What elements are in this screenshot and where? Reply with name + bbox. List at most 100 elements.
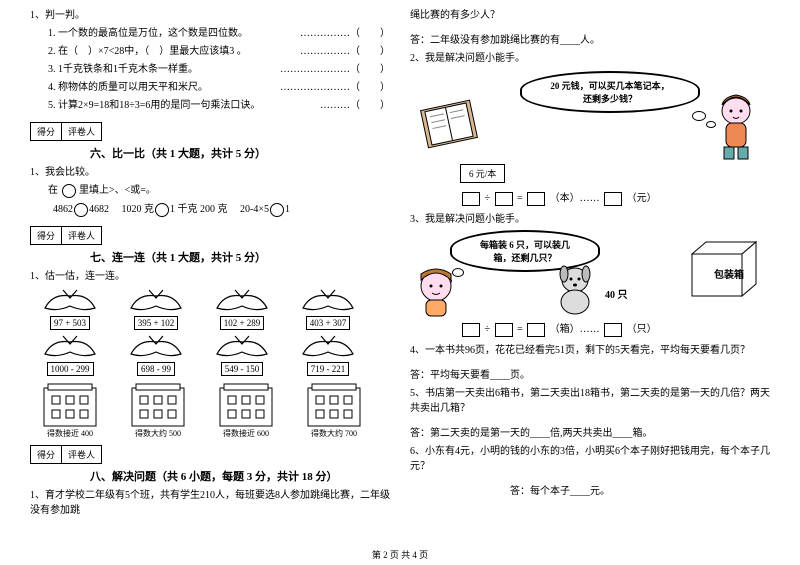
score-box: 得分 评卷人 bbox=[30, 226, 102, 245]
building-label: 得数大约 500 bbox=[118, 428, 198, 439]
circle-icon bbox=[270, 203, 284, 217]
judge-5-text: 5. 计算2×9=18和18÷3=6用的是同一句乘法口诀。 bbox=[48, 100, 260, 111]
q8-1: 1、育才学校二年级有5个班，共有学生210人，每班要选8人参加跳绳比赛，二年级没… bbox=[30, 488, 390, 518]
judge-3-text: 3. 1千克铁条和1千克木条一样重。 bbox=[48, 64, 198, 75]
dove-item: 97 + 503 bbox=[30, 288, 110, 330]
q6-fill: 里填上>、<或=。 bbox=[79, 185, 156, 196]
dove-label: 698 - 99 bbox=[137, 362, 175, 376]
score-label: 得分 bbox=[31, 446, 62, 463]
dove-label: 97 + 503 bbox=[50, 316, 90, 330]
judge-2-text: 2. 在（ ）×7<28中，（ ）里最大应该填3 。 bbox=[48, 46, 247, 57]
score-box: 得分 评卷人 bbox=[30, 122, 102, 141]
q1-title: 1、判一判。 bbox=[30, 8, 390, 23]
toy-icon bbox=[550, 262, 600, 316]
equation-2: ÷ = （箱）…… （只） bbox=[460, 322, 770, 337]
building-row: 得数接近 400 得数大约 500 得数接近 600 得数大约 700 bbox=[30, 382, 390, 439]
character-icon bbox=[708, 93, 764, 161]
dove-item: 102 + 289 bbox=[202, 288, 282, 330]
judge-4: 4. 称物体的质量可以用天平和米尺。 …………………（ ） bbox=[48, 80, 390, 95]
grader-label: 评卷人 bbox=[62, 446, 101, 463]
price-label: 6 元/本 bbox=[460, 164, 505, 183]
dove-item: 395 + 102 bbox=[116, 288, 196, 330]
unit: （元） bbox=[627, 193, 657, 204]
judge-2: 2. 在（ ）×7<28中，（ ）里最大应该填3 。 ……………（ ） bbox=[48, 44, 390, 59]
dove-item: 1000 - 299 bbox=[30, 334, 110, 376]
blank-box bbox=[527, 323, 545, 337]
unit: （本）…… bbox=[550, 193, 600, 204]
score-label: 得分 bbox=[31, 227, 62, 244]
dove-item: 549 - 150 bbox=[202, 334, 282, 376]
circle-icon bbox=[155, 203, 169, 217]
judge-3: 3. 1千克铁条和1千克木条一样重。 …………………（ ） bbox=[48, 62, 390, 77]
cmp1a: 4862 bbox=[53, 204, 73, 215]
unit: （只） bbox=[627, 324, 657, 335]
thought-bubble: 20 元钱，可以买几本笔记本， 还剩多少钱？ bbox=[520, 71, 700, 113]
dove-label: 403 + 307 bbox=[306, 316, 351, 330]
op: ÷ bbox=[485, 193, 491, 204]
answer-1: 答：二年级没有参加跳绳比赛的有____人。 bbox=[410, 33, 770, 48]
bubble-dot-icon bbox=[692, 111, 706, 121]
circle-icon bbox=[62, 184, 76, 198]
paren: ………（ ） bbox=[320, 98, 390, 113]
cmp3a: 20-4×5 bbox=[240, 204, 269, 215]
unit: （箱）…… bbox=[550, 324, 600, 335]
judge-4-text: 4. 称物体的质量可以用天平和米尺。 bbox=[48, 82, 208, 93]
dove-label: 395 + 102 bbox=[134, 316, 179, 330]
price-tag: 6 元/本 bbox=[460, 164, 770, 183]
building-label: 得数接近 400 bbox=[30, 428, 110, 439]
q4: 4、一本书共96页，花花已经看完51页，剩下的5天看完，平均每天要看几页？ bbox=[410, 343, 770, 358]
building-item: 得数大约 700 bbox=[294, 382, 374, 439]
scene-1: 20 元钱，可以买几本笔记本， 还剩多少钱？ bbox=[410, 69, 770, 164]
grader-label: 评卷人 bbox=[62, 123, 101, 140]
bubble-line1: 每箱装 6 只，可以装几 bbox=[462, 238, 588, 251]
q5: 5、书店第一天卖出6箱书，第二天卖出18箱书，第二天卖的是第一天的几倍？两天共卖… bbox=[410, 386, 770, 416]
q7-1: 1、估一估，连一连。 bbox=[30, 269, 390, 284]
bubble-line2: 还剩多少钱？ bbox=[532, 92, 688, 105]
blank-box bbox=[462, 192, 480, 206]
dove-row-2: 1000 - 299 698 - 99 549 - 150 719 - 221 bbox=[30, 334, 390, 376]
left-column: 1、判一判。 1. 一个数的最高位是万位，这个数是四位数。……………（ ） 2.… bbox=[30, 8, 390, 521]
blank-box bbox=[462, 323, 480, 337]
q6-in: 在 bbox=[48, 185, 58, 196]
building-label: 得数大约 700 bbox=[294, 428, 374, 439]
judge-1: 1. 一个数的最高位是万位，这个数是四位数。……………（ ） bbox=[48, 26, 390, 41]
blank-box bbox=[495, 323, 513, 337]
q6-1: 1、我会比较。 bbox=[30, 165, 390, 180]
dove-row-1: 97 + 503 395 + 102 102 + 289 403 + 307 bbox=[30, 288, 390, 330]
bubble-line1: 20 元钱，可以买几本笔记本， bbox=[532, 79, 688, 92]
building-item: 得数接近 400 bbox=[30, 382, 110, 439]
section-8-title: 八、解决问题（共 6 小题，每题 3 分，共计 18 分） bbox=[90, 468, 390, 484]
q6-instr: 在 里填上>、<或=。 bbox=[30, 183, 390, 198]
building-item: 得数大约 500 bbox=[118, 382, 198, 439]
compare-row: 48624682 1020 克1 千克 200 克 20-4×51 bbox=[30, 202, 390, 217]
section-6-title: 六、比一比（共 1 大题，共计 5 分） bbox=[90, 145, 390, 161]
dove-item: 403 + 307 bbox=[288, 288, 368, 330]
q8-1b: 绳比赛的有多少人？ bbox=[410, 8, 770, 23]
a4: 答：平均每天要看____页。 bbox=[410, 368, 770, 383]
blank-box bbox=[495, 192, 513, 206]
blank-box bbox=[527, 192, 545, 206]
box-label: 包装箱 bbox=[714, 266, 744, 281]
paren: …………………（ ） bbox=[280, 80, 390, 95]
page-footer: 第 2 页 共 4 页 bbox=[0, 548, 800, 561]
paren: …………………（ ） bbox=[280, 62, 390, 77]
score-label: 得分 bbox=[31, 123, 62, 140]
equation-1: ÷ = （本）…… （元） bbox=[460, 191, 770, 206]
notebook-icon bbox=[414, 97, 484, 152]
q6: 6、小东有4元，小明的钱的小东的3倍，小明买6个本子刚好把钱用完，每个本子几元？ bbox=[410, 444, 770, 474]
score-box: 得分 评卷人 bbox=[30, 445, 102, 464]
dove-item: 719 - 221 bbox=[288, 334, 368, 376]
q2: 2、我是解决问题小能手。 bbox=[410, 51, 770, 66]
dove-label: 1000 - 299 bbox=[47, 362, 94, 376]
op: = bbox=[517, 193, 523, 204]
a5: 答：第二天卖的是第一天的____倍,两天共卖出____箱。 bbox=[410, 426, 770, 441]
cmp2a: 1020 克 bbox=[122, 204, 155, 215]
judge-5: 5. 计算2×9=18和18÷3=6用的是同一句乘法口诀。 ………（ ） bbox=[48, 98, 390, 113]
op: ÷ bbox=[485, 324, 491, 335]
dove-label: 549 - 150 bbox=[221, 362, 264, 376]
boy-icon bbox=[414, 266, 458, 318]
cmp2b: 1 千克 200 克 bbox=[170, 204, 228, 215]
paren: ……………（ ） bbox=[300, 44, 390, 59]
circle-icon bbox=[74, 203, 88, 217]
op: = bbox=[517, 324, 523, 335]
